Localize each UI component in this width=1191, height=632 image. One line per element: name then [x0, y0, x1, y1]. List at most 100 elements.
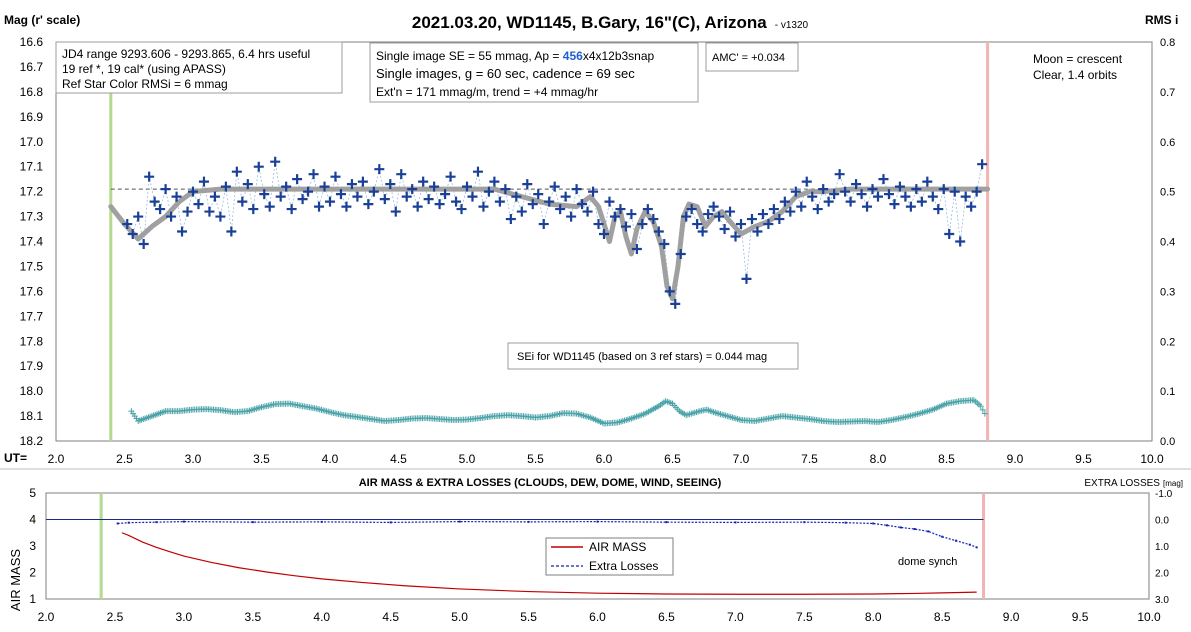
- bottom-y-tick-label: 1: [29, 592, 36, 606]
- magnitude-point: [511, 191, 522, 202]
- bottom-chart-title: AIR MASS & EXTRA LOSSES (CLOUDS, DEW, DO…: [359, 477, 722, 489]
- magnitude-point: [927, 191, 938, 202]
- magnitude-point: [599, 229, 609, 240]
- x-tick-label: 9.0: [1007, 452, 1024, 466]
- magnitude-point: [960, 191, 971, 202]
- magnitude-point: [555, 204, 566, 215]
- y-tick-label: 16.9: [20, 110, 44, 124]
- magnitude-point: [862, 201, 873, 212]
- info-se-line1: Single image SE = 55 mmag, Ap = 456x4x12…: [376, 49, 655, 63]
- y-tick-label: 18.0: [20, 384, 44, 398]
- bottom-x-tick-label: 2.5: [107, 610, 124, 624]
- magnitude-point: [883, 189, 894, 200]
- chart-version: - v1320: [775, 20, 809, 31]
- magnitude-point: [977, 159, 988, 170]
- magnitude-point: [697, 226, 708, 237]
- magnitude-point: [609, 211, 620, 222]
- info-jd-line3: Ref Star Color RMSi = 6 mmag: [62, 77, 228, 91]
- magnitude-point: [779, 196, 790, 207]
- y-tick-label: 17.1: [20, 160, 44, 174]
- magnitude-point: [966, 201, 977, 212]
- magnitude-point: [429, 181, 440, 192]
- info-box-jd: JD4 range 9293.606 - 9293.865, 6.4 hrs u…: [55, 41, 343, 94]
- magnitude-point: [314, 201, 325, 212]
- magnitude-point: [801, 176, 812, 187]
- x-tick-label: 8.0: [870, 452, 887, 466]
- magnitude-point: [467, 191, 478, 202]
- magnitude-point: [785, 206, 796, 217]
- magnitude-point: [856, 189, 867, 200]
- bottom-x-tick-label: 6.5: [658, 610, 675, 624]
- extra-losses-point: [127, 521, 130, 524]
- x-tick-label: 6.5: [664, 452, 681, 466]
- y-tick-label: 17.0: [20, 135, 44, 149]
- magnitude-point: [664, 286, 675, 297]
- magnitude-point: [188, 186, 198, 197]
- magnitude-point: [752, 226, 763, 237]
- magnitude-point: [171, 191, 182, 202]
- legend-extra-label: Extra Losses: [589, 559, 658, 573]
- magnitude-point: [198, 176, 209, 187]
- y-tick-label: 16.7: [20, 60, 44, 74]
- y2-tick-label: 0.3: [1160, 286, 1175, 298]
- magnitude-point: [505, 214, 516, 225]
- magnitude-point: [220, 181, 231, 192]
- bottom-y2-tick-label: 2.0: [1155, 569, 1169, 580]
- extra-losses-point: [844, 521, 847, 524]
- magnitude-point: [456, 204, 467, 215]
- magnitude-point: [423, 194, 434, 205]
- info-box-amc: AMC' = +0.034: [705, 42, 799, 72]
- magnitude-point: [829, 189, 840, 200]
- magnitude-point: [368, 186, 379, 197]
- magnitude-point: [544, 196, 555, 207]
- magnitude-point: [472, 166, 483, 177]
- magnitude-point: [944, 229, 955, 240]
- legend-airmass-label: AIR MASS: [589, 540, 646, 554]
- magnitude-point: [215, 211, 226, 222]
- magnitude-point: [905, 201, 916, 212]
- magnitude-point: [138, 238, 149, 249]
- magnitude-point: [445, 171, 456, 182]
- magnitude-point: [335, 189, 346, 200]
- magnitude-point: [418, 176, 429, 187]
- magnitude-point: [434, 199, 445, 210]
- y2-tick-label: 0.0: [1160, 436, 1175, 448]
- magnitude-point: [182, 206, 193, 217]
- magnitude-point: [670, 298, 681, 309]
- ut-label: UT=: [4, 451, 27, 465]
- top-plot-frame: [55, 41, 1153, 442]
- magnitude-point: [741, 273, 752, 284]
- extra-losses-point: [734, 521, 737, 524]
- magnitude-point: [522, 179, 533, 190]
- magnitude-point: [736, 219, 746, 230]
- info-moon-line1: Moon = crescent: [1033, 52, 1123, 66]
- magnitude-point: [396, 169, 407, 180]
- extra-losses-point: [116, 522, 119, 525]
- magnitude-point: [440, 189, 451, 200]
- magnitude-point: [451, 196, 462, 207]
- magnitude-point: [648, 214, 659, 225]
- magnitude-point: [319, 181, 330, 192]
- magnitude-point: [873, 191, 883, 202]
- bottom-legend: AIR MASS Extra Losses: [545, 537, 674, 576]
- info-box-se: Single image SE = 55 mmag, Ap = 456x4x12…: [369, 42, 699, 103]
- y-tick-label: 17.2: [20, 185, 44, 199]
- magnitude-point: [659, 238, 670, 249]
- magnitude-point: [297, 194, 308, 205]
- magnitude-point: [127, 229, 138, 240]
- x-tick-label: 2.0: [48, 452, 65, 466]
- info-moon-line2: Clear, 1.4 orbits: [1033, 68, 1117, 82]
- info-jd-line1: JD4 range 9293.606 - 9293.865, 6.4 hrs u…: [62, 47, 310, 61]
- magnitude-point: [757, 209, 768, 220]
- x-tick-label: 2.5: [116, 452, 133, 466]
- magnitude-point: [577, 199, 588, 210]
- bottom-y-tick-label: 5: [29, 486, 36, 500]
- magnitude-point: [390, 206, 401, 217]
- magnitude-point: [642, 204, 653, 215]
- magnitude-point: [281, 181, 292, 192]
- magnitude-point: [231, 166, 242, 177]
- extra-losses-point: [899, 526, 902, 529]
- bottom-x-tick-label: 5.0: [451, 610, 468, 624]
